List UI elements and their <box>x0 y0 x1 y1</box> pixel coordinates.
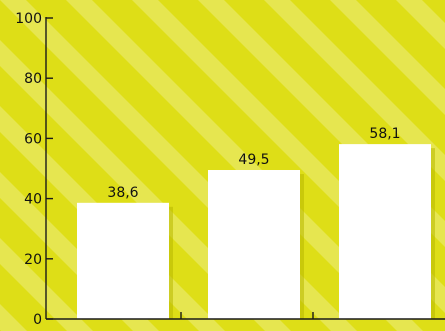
background-stripe <box>66 0 423 331</box>
bar-value-label: 38,6 <box>107 185 138 201</box>
axis-layer: 0 20 40 60 80 100 <box>15 11 445 328</box>
background-stripe <box>396 0 445 49</box>
y-tick-label: 80 <box>24 71 42 87</box>
background-stripe <box>264 0 445 181</box>
y-tick-label: 0 <box>33 312 42 328</box>
bar <box>339 144 431 319</box>
y-tick-label: 100 <box>15 11 42 27</box>
bar <box>208 170 300 319</box>
bars-layer: 38,6 49,5 58,1 <box>77 126 435 319</box>
background-stripe <box>0 304 27 331</box>
y-tick-label: 40 <box>24 192 42 208</box>
bar-value-label: 58,1 <box>369 126 400 142</box>
background-stripe <box>330 0 445 115</box>
bar-value-label: 49,5 <box>238 152 269 168</box>
y-tick-label: 60 <box>24 131 42 147</box>
bar <box>77 202 169 319</box>
y-tick-label: 20 <box>24 252 42 268</box>
